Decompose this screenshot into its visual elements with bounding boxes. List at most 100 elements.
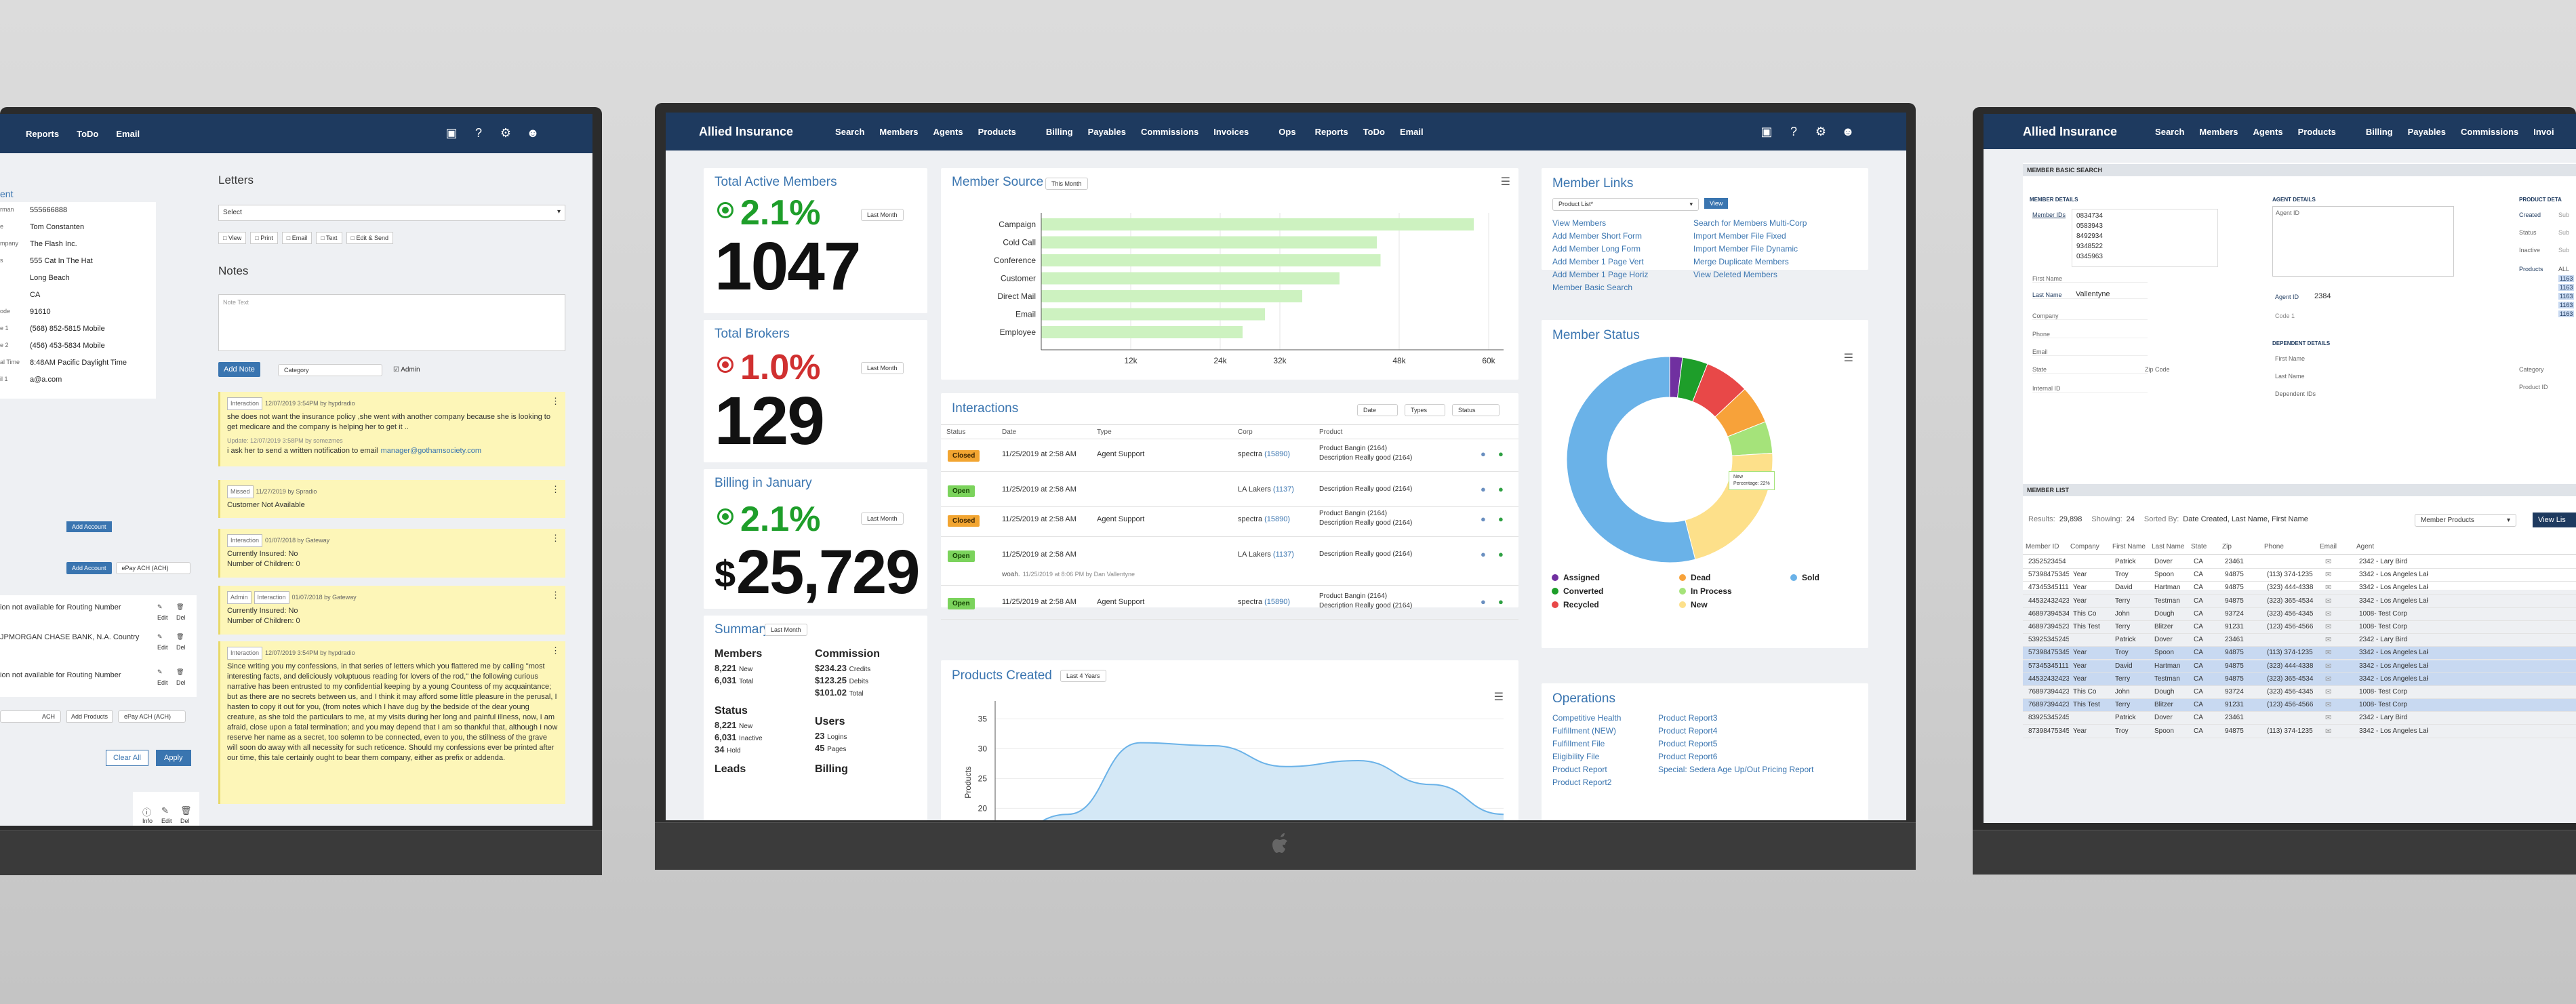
trash-icon[interactable]: 🗑	[176, 633, 184, 640]
table-row[interactable]: 57345345111 Year David Hartman CA 94875 (323) …	[2023, 660, 2576, 673]
column-header[interactable]: Email	[2320, 543, 2337, 550]
operation-link[interactable]: Product Report	[1552, 765, 1607, 774]
column-header[interactable]: Status	[946, 428, 966, 436]
email-icon[interactable]: ✉	[2325, 609, 2332, 618]
trash-icon[interactable]: 🗑	[176, 668, 184, 675]
phone-field[interactable]: Phone	[2032, 331, 2148, 338]
info-icon[interactable]: ●	[1481, 597, 1486, 607]
menu-icon[interactable]: ☰	[1500, 176, 1510, 188]
sub-field[interactable]: Sub	[2558, 229, 2570, 236]
nav-item-products[interactable]: Products	[978, 126, 1016, 137]
column-header[interactable]: Date	[1002, 428, 1017, 436]
brand-logo[interactable]: Allied Insurance	[699, 124, 794, 138]
action-label[interactable]: Del	[180, 818, 190, 824]
menu-icon[interactable]: ☰	[1493, 691, 1504, 703]
column-header[interactable]: Corp	[1238, 428, 1253, 436]
period-select[interactable]: Last Month	[861, 209, 904, 221]
bar[interactable]	[1041, 218, 1474, 230]
edit-label[interactable]: Edit	[157, 679, 168, 686]
corp-id-link[interactable]: (1137)	[1272, 485, 1294, 494]
column-header[interactable]: Last Name	[2152, 543, 2185, 550]
pie-slice[interactable]	[1566, 356, 1696, 563]
bar[interactable]	[1041, 254, 1381, 266]
table-row[interactable]: 57398475345 Year Troy Spoon CA 94875 (113) 374…	[2023, 647, 2576, 660]
member-products-select[interactable]: Member Products ▾	[2415, 514, 2516, 527]
note-menu-icon[interactable]: ⋮	[551, 645, 560, 656]
ach-select[interactable]: ACH	[0, 710, 61, 723]
category-select[interactable]: Category	[278, 364, 382, 376]
member-link[interactable]: Add Member Short Form	[1552, 231, 1643, 241]
period-select[interactable]: Last 4 Years	[1060, 670, 1106, 682]
add-account-btn[interactable]: Add Account	[66, 562, 112, 574]
action-label[interactable]: Edit	[161, 818, 172, 824]
info-icon[interactable]: ●	[1481, 549, 1486, 559]
add-icon[interactable]: ●	[1498, 449, 1504, 459]
product-list-select[interactable]: Product List* ▾	[1552, 198, 1699, 211]
note-text-input[interactable]: Note Text	[218, 294, 565, 351]
view-list-button[interactable]: View Lis	[2533, 513, 2576, 527]
interaction-row[interactable]: Closed 11/25/2019 at 2:58 AM Agent Support…	[941, 506, 1518, 537]
email-icon[interactable]: ✉	[2325, 597, 2332, 605]
dep-last-field[interactable]: Last Name	[2275, 373, 2305, 380]
column-header[interactable]: Phone	[2264, 543, 2284, 550]
column-header[interactable]: Product	[1319, 428, 1343, 436]
legend-label[interactable]: Sold	[1802, 573, 1819, 582]
nav-item-reports[interactable]: Reports	[1314, 126, 1348, 137]
bar[interactable]	[1041, 272, 1340, 285]
types-filter[interactable]: Types	[1405, 404, 1445, 416]
inactive-field[interactable]: Inactive	[2519, 247, 2541, 254]
del-label[interactable]: Del	[176, 644, 186, 651]
member-link[interactable]: Add Member 1 Page Vert	[1552, 257, 1644, 266]
column-header[interactable]: Company	[2070, 543, 2099, 550]
legend-label[interactable]: Assigned	[1563, 573, 1600, 582]
info-icon[interactable]: ●	[1481, 449, 1486, 459]
email-icon[interactable]: ✉	[2325, 636, 2332, 645]
member-link[interactable]: Merge Duplicate Members	[1693, 257, 1789, 266]
help-icon[interactable]: ?	[475, 126, 482, 140]
info-icon[interactable]: ⓘ	[142, 807, 152, 818]
note-menu-icon[interactable]: ⋮	[551, 533, 560, 543]
trash-icon[interactable]: 🗑	[180, 805, 192, 816]
nav-item-commissions[interactable]: Commissions	[2461, 126, 2519, 137]
edit-icon[interactable]: ✎	[157, 633, 163, 640]
camera-icon[interactable]: ▣	[1760, 125, 1773, 138]
operation-link[interactable]: Fulfillment File	[1552, 739, 1605, 748]
email-field[interactable]: Email	[2032, 348, 2148, 356]
member-link[interactable]: View Deleted Members	[1693, 270, 1777, 279]
admin-checkbox[interactable]: ☑ Admin	[393, 366, 420, 374]
column-header[interactable]: Type	[1097, 428, 1112, 436]
table-row[interactable]: 57398475345 Year Troy Spoon CA 94875 (113) 374…	[2023, 569, 2576, 582]
table-row[interactable]: 539253452454 Patrick Dover CA 23461 ✉ 2342 - L…	[2023, 634, 2576, 647]
help-icon[interactable]: ?	[1790, 125, 1797, 138]
area-line[interactable]	[995, 742, 1504, 820]
last-name-field[interactable]: Last Name	[2032, 292, 2148, 299]
nav-item-agents[interactable]: Agents	[2253, 126, 2283, 137]
bar[interactable]	[1041, 308, 1265, 321]
letter-email-button[interactable]: □ Email	[281, 232, 313, 244]
column-header[interactable]: Zip	[2222, 543, 2232, 550]
email-icon[interactable]: ✉	[2325, 688, 2332, 696]
nav-item-search[interactable]: Search	[2155, 126, 2185, 137]
state-select[interactable]: State	[2032, 366, 2148, 374]
letter-select[interactable]: Select ▾	[218, 205, 565, 221]
member-link[interactable]: View Members	[1552, 218, 1607, 228]
apply-button[interactable]: Apply	[156, 750, 191, 766]
product-id-field[interactable]: Product ID	[2519, 384, 2548, 390]
add-icon[interactable]: ●	[1498, 514, 1504, 524]
nav-item-email[interactable]: Email	[116, 128, 140, 139]
menu-icon[interactable]: ☰	[1843, 353, 1853, 364]
nav-item-billing[interactable]: Billing	[2365, 126, 2393, 137]
corp-id-link[interactable]: (15890)	[1264, 450, 1290, 458]
period-select[interactable]: Last Month	[861, 362, 904, 374]
nav-item-members[interactable]: Members	[2199, 126, 2238, 137]
del-label[interactable]: Del	[176, 679, 186, 686]
operation-link[interactable]: Competitive Health	[1552, 713, 1622, 723]
company-field[interactable]: Company	[2032, 313, 2148, 320]
status-filter[interactable]: Status	[1452, 404, 1500, 416]
nav-item-agents[interactable]: Agents	[933, 126, 963, 137]
gear-icon[interactable]: ⚙	[1815, 125, 1827, 138]
category-field[interactable]: Category	[2519, 366, 2544, 373]
user-icon[interactable]: ☻	[526, 126, 540, 140]
product-option[interactable]: 1163	[2558, 293, 2575, 300]
nav-item-invoices[interactable]: Invoices	[1213, 126, 1249, 137]
